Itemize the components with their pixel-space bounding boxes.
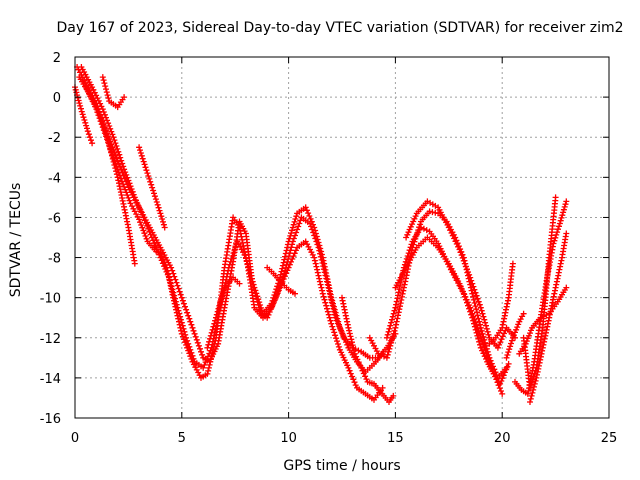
x-tick-label: 5 (178, 431, 186, 446)
y-tick-label: -6 (48, 211, 61, 226)
x-tick-label: 25 (601, 431, 618, 446)
data-point-markers (403, 198, 518, 351)
data-point-markers (204, 274, 243, 351)
series-track-8 (204, 274, 243, 351)
series-track-14 (403, 198, 518, 351)
x-axis: 0 5 10 15 20 25 (71, 57, 617, 446)
x-tick-label: 0 (71, 431, 79, 446)
y-tick-label: -16 (40, 412, 61, 427)
x-tick-label: 15 (387, 431, 404, 446)
y-tick-label: -8 (48, 252, 61, 267)
series-track-19 (516, 284, 570, 357)
x-tick-label: 20 (494, 431, 511, 446)
data-point-markers (264, 264, 298, 297)
series-track-10 (339, 294, 397, 405)
x-axis-label: GPS time / hours (283, 458, 400, 474)
data-point-markers (486, 260, 516, 347)
y-tick-label: -12 (40, 332, 61, 347)
y-tick-label: -14 (40, 372, 61, 387)
chart-title: Day 167 of 2023, Sidereal Day-to-day VTE… (57, 20, 624, 36)
y-tick-label: 2 (53, 51, 61, 66)
series-track-7 (136, 144, 168, 231)
data-point-markers (99, 74, 128, 111)
y-tick-label: -4 (48, 171, 61, 186)
series-track-6 (99, 74, 128, 111)
y-axis-label: SDTVAR / TECUs (8, 183, 24, 298)
series-track-20 (503, 310, 527, 361)
plot-frame (74, 56, 610, 419)
series-track-17 (520, 194, 559, 391)
data-point-markers (339, 294, 397, 405)
x-tick-label: 10 (280, 431, 297, 446)
y-tick-label: -10 (40, 292, 61, 307)
data-point-markers (516, 284, 570, 357)
series-track-15 (486, 260, 516, 347)
series-track-13 (392, 234, 506, 397)
y-tick-label: -2 (48, 131, 61, 146)
y-axis: -16 -14 -12 -10 -8 -6 -4 -2 0 2 (40, 51, 609, 427)
data-point-markers (392, 234, 506, 397)
data-point-markers (503, 310, 527, 361)
data-point-markers (520, 194, 559, 391)
y-tick-label: 0 (53, 91, 61, 106)
series-track-9 (264, 264, 298, 297)
data-point-markers (136, 144, 168, 231)
